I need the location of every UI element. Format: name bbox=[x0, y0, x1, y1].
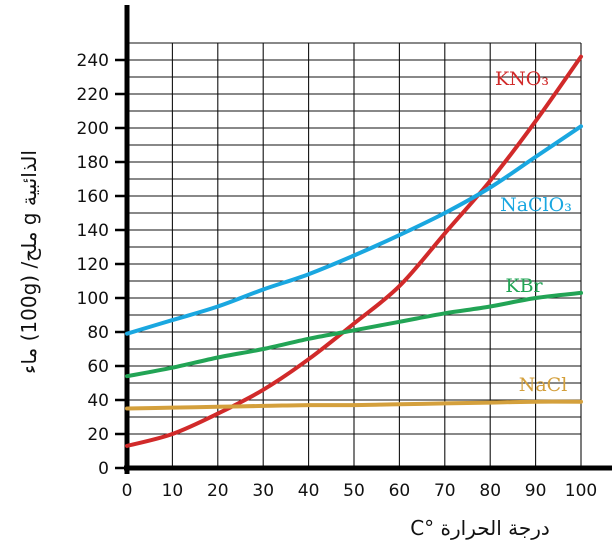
y-tick-label: 240 bbox=[77, 51, 109, 71]
x-tick-label: 40 bbox=[298, 481, 320, 501]
y-tick-label: 200 bbox=[77, 119, 109, 139]
y-tick-label: 60 bbox=[87, 357, 109, 377]
x-tick-label: 20 bbox=[207, 481, 229, 501]
y-tick-label: 160 bbox=[77, 187, 109, 207]
y-tick-label: 220 bbox=[77, 85, 109, 105]
y-tick-label: 20 bbox=[87, 425, 109, 445]
x-axis-title: درجة الحرارة °C bbox=[410, 516, 550, 540]
y-tick-label: 140 bbox=[77, 221, 109, 241]
x-tick-label: 50 bbox=[343, 481, 365, 501]
series-label: KBr bbox=[505, 275, 543, 297]
x-tick-label: 80 bbox=[479, 481, 501, 501]
y-tick-label: 100 bbox=[77, 289, 109, 309]
y-tick-label: 180 bbox=[77, 153, 109, 173]
series-line bbox=[125, 124, 583, 336]
axes bbox=[124, 5, 612, 474]
tick-labels: 0 10 20 30 40 50 60 70 80 90 100 0 20 40 60 80 100 120 140… bbox=[77, 51, 598, 501]
y-tick-label: 120 bbox=[77, 255, 109, 275]
x-tick-label: 70 bbox=[434, 481, 456, 501]
y-axis-title: الذائبية g ملح/ (100g) ماء bbox=[17, 150, 41, 374]
y-tick-label: 80 bbox=[87, 323, 109, 343]
series-line bbox=[125, 290, 583, 379]
series-line bbox=[125, 399, 583, 411]
y-tick-label: 0 bbox=[98, 459, 109, 479]
series-label: KNO₃ bbox=[495, 68, 549, 90]
series-labels: KNO₃ NaClO₃ KBr NaCl bbox=[495, 68, 572, 396]
y-tick-label: 40 bbox=[87, 391, 109, 411]
series-label: NaCl bbox=[519, 374, 568, 396]
series-label: NaClO₃ bbox=[500, 194, 572, 216]
x-tick-label: 90 bbox=[525, 481, 547, 501]
x-tick-label: 30 bbox=[252, 481, 274, 501]
x-tick-label: 60 bbox=[389, 481, 411, 501]
x-tick-label: 100 bbox=[565, 481, 597, 501]
x-tick-label: 0 bbox=[122, 481, 133, 501]
x-tick-label: 10 bbox=[162, 481, 184, 501]
series-line bbox=[125, 54, 583, 448]
series-lines bbox=[125, 54, 583, 448]
